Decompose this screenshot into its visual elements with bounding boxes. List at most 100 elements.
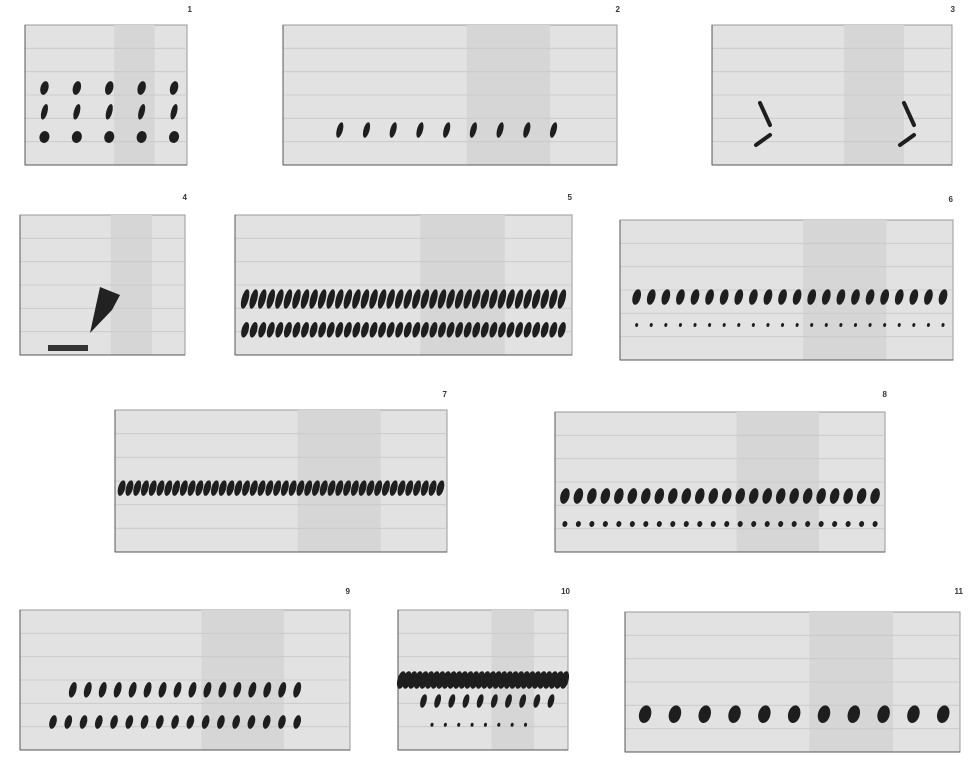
syllable bbox=[378, 322, 387, 338]
syllable bbox=[203, 682, 212, 698]
syllable bbox=[549, 122, 558, 138]
syllable bbox=[705, 289, 714, 305]
syllable bbox=[241, 322, 250, 338]
syllable bbox=[721, 488, 732, 504]
syllable bbox=[49, 715, 57, 729]
syllable bbox=[789, 488, 799, 504]
syllable bbox=[681, 488, 692, 504]
syllable bbox=[751, 521, 757, 527]
syllable bbox=[266, 322, 275, 338]
syllable bbox=[907, 705, 920, 724]
syllable bbox=[646, 289, 656, 305]
spectrogram-panel bbox=[619, 219, 954, 361]
syllable bbox=[843, 488, 853, 504]
syllable bbox=[728, 705, 741, 724]
syllable bbox=[420, 694, 427, 708]
syllable bbox=[602, 521, 608, 527]
syllable bbox=[787, 705, 801, 724]
syllable bbox=[257, 289, 267, 309]
syllable bbox=[437, 289, 447, 309]
syllable bbox=[412, 322, 421, 338]
syllable bbox=[734, 289, 744, 305]
syllable bbox=[505, 694, 512, 708]
syllable bbox=[265, 480, 274, 496]
syllable bbox=[428, 480, 437, 496]
syllable bbox=[343, 322, 352, 338]
syllable bbox=[117, 480, 126, 496]
syllable bbox=[71, 131, 82, 143]
syllable bbox=[627, 488, 638, 504]
syllable bbox=[698, 705, 711, 724]
syllable bbox=[242, 480, 250, 496]
syllable bbox=[629, 521, 635, 527]
syllable bbox=[766, 323, 770, 327]
syllable bbox=[40, 104, 49, 120]
spectrogram-panel bbox=[19, 214, 186, 356]
syllable bbox=[832, 521, 838, 527]
syllable bbox=[312, 480, 320, 496]
syllable bbox=[386, 289, 395, 309]
syllable bbox=[897, 323, 901, 327]
syllable bbox=[362, 122, 371, 138]
syllable bbox=[137, 81, 146, 95]
syllable bbox=[818, 521, 824, 527]
syllable bbox=[845, 521, 851, 527]
syllable bbox=[94, 715, 103, 729]
syllable bbox=[283, 322, 292, 338]
syllable bbox=[288, 480, 297, 496]
syllable bbox=[79, 715, 88, 729]
syllable bbox=[557, 289, 567, 309]
syllable bbox=[72, 81, 82, 95]
syllable bbox=[641, 488, 651, 504]
syllable bbox=[275, 289, 284, 309]
syllable bbox=[483, 722, 487, 727]
syllable bbox=[531, 289, 541, 309]
syllable bbox=[560, 488, 570, 504]
syllable bbox=[807, 289, 817, 305]
syllable bbox=[169, 81, 179, 95]
syllable bbox=[292, 322, 301, 338]
syllable bbox=[851, 289, 860, 305]
syllable bbox=[125, 715, 134, 729]
syllable bbox=[257, 480, 266, 496]
syllable bbox=[377, 289, 387, 309]
syllable bbox=[883, 323, 887, 327]
syllable bbox=[226, 480, 235, 496]
syllable bbox=[168, 131, 180, 143]
syllable bbox=[446, 322, 455, 338]
syllable bbox=[839, 323, 843, 327]
syllable bbox=[638, 705, 652, 724]
syllable bbox=[278, 682, 287, 698]
syllable bbox=[938, 289, 948, 305]
panel-number: 4 bbox=[183, 193, 188, 202]
syllable bbox=[562, 521, 568, 527]
syllable bbox=[690, 289, 700, 305]
syllable bbox=[490, 694, 498, 708]
syllable bbox=[872, 521, 878, 527]
syllable bbox=[83, 682, 92, 698]
syllable bbox=[395, 322, 404, 338]
syllable bbox=[549, 289, 558, 309]
syllable bbox=[258, 322, 267, 338]
syllable bbox=[413, 480, 422, 496]
syllable bbox=[366, 480, 375, 496]
syllable bbox=[300, 289, 310, 309]
syllable bbox=[510, 722, 514, 727]
syllable bbox=[821, 289, 831, 305]
syllable bbox=[429, 289, 438, 309]
syllable bbox=[318, 322, 327, 338]
syllable bbox=[778, 289, 787, 305]
syllable bbox=[817, 705, 831, 724]
syllable bbox=[694, 488, 705, 504]
syllable bbox=[489, 289, 498, 309]
panel-number: 1 bbox=[188, 5, 193, 14]
syllable bbox=[724, 521, 730, 527]
panel-number: 5 bbox=[568, 193, 573, 202]
panel-number: 10 bbox=[561, 587, 570, 596]
syllable bbox=[248, 682, 257, 698]
syllable bbox=[737, 323, 741, 327]
syllable bbox=[397, 480, 406, 496]
syllable bbox=[247, 715, 256, 729]
syllable bbox=[557, 322, 566, 338]
spectrogram-panel bbox=[282, 24, 618, 166]
